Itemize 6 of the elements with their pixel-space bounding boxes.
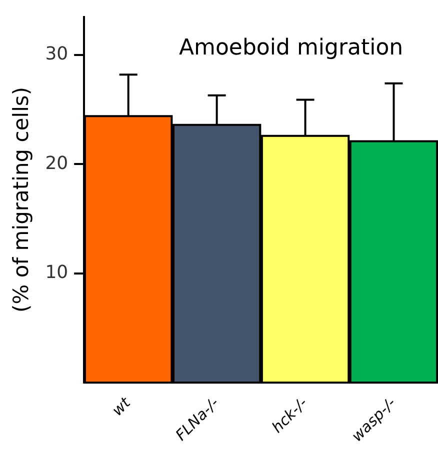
- y-tick-label: 20: [45, 152, 68, 174]
- x-tick-label: wt: [108, 393, 135, 420]
- y-tick-label: 10: [45, 262, 68, 284]
- text: Amoeboid migration: [178, 36, 404, 61]
- y-axis-title: (% of migrating cells): [9, 86, 34, 312]
- y-tick-label: 30: [45, 44, 68, 65]
